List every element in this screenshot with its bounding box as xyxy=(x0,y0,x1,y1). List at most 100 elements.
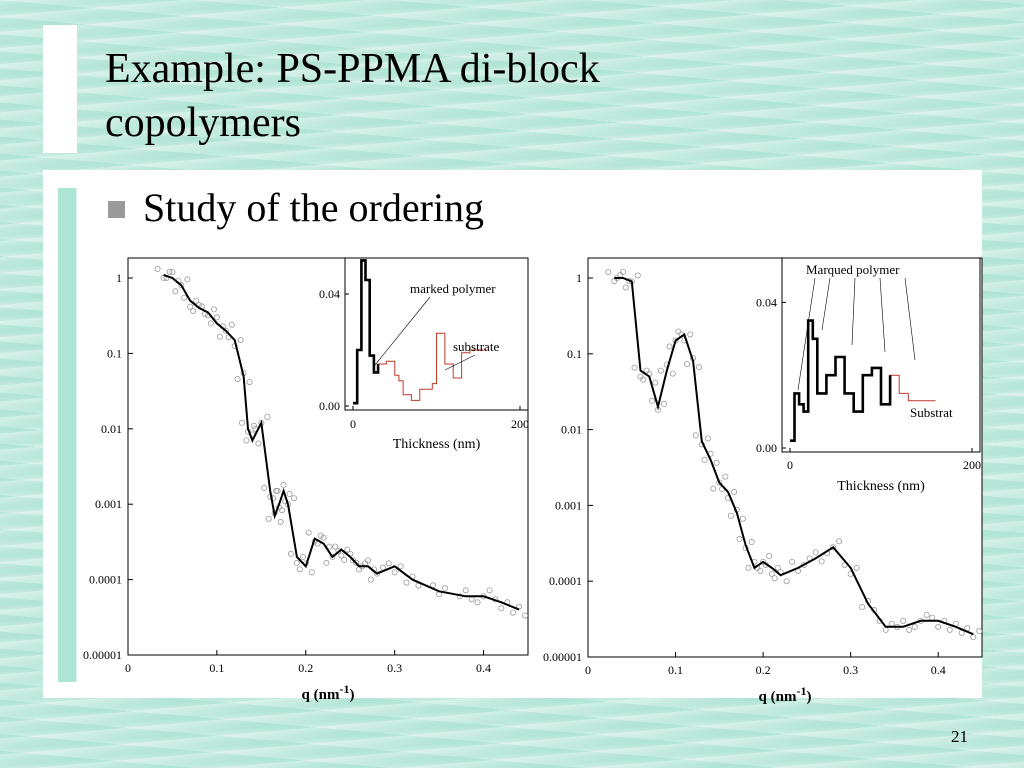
x-axis-label-sup: -1 xyxy=(339,682,349,696)
y-tick-label: 1 xyxy=(116,271,122,285)
plot-frame xyxy=(587,257,983,658)
data-point xyxy=(250,422,257,429)
inset-y-tick-label: 0.04 xyxy=(756,295,777,309)
data-point xyxy=(812,549,819,556)
data-point xyxy=(657,367,664,374)
data-point xyxy=(768,570,775,577)
data-point xyxy=(649,397,656,404)
data-point xyxy=(255,440,262,447)
x-tick-label: 0 xyxy=(125,661,131,675)
annotation-leader xyxy=(879,277,886,353)
x-tick-label: 0.3 xyxy=(843,663,858,677)
title-accent-bar xyxy=(43,25,77,153)
data-point xyxy=(739,515,746,522)
inset-x-tick-label: 0 xyxy=(350,417,356,431)
data-point xyxy=(640,376,647,383)
y-tick-label: 0.01 xyxy=(101,422,122,436)
data-point xyxy=(684,361,691,368)
data-point xyxy=(193,297,200,304)
inset-frame xyxy=(781,257,981,453)
data-point xyxy=(853,564,860,571)
data-point xyxy=(687,331,694,338)
data-point xyxy=(341,556,348,563)
data-point xyxy=(722,473,729,480)
x-axis-label-sup: -1 xyxy=(796,684,806,698)
annotation-leader xyxy=(797,277,816,391)
data-point xyxy=(296,566,303,573)
annotation-leader xyxy=(821,277,831,331)
data-point xyxy=(789,558,796,565)
data-point xyxy=(757,567,764,574)
data-point xyxy=(468,596,475,603)
x-tick-label: 0.3 xyxy=(387,661,402,675)
data-point xyxy=(397,563,404,570)
data-point xyxy=(498,605,505,612)
data-point xyxy=(154,265,161,272)
y-tick-label: 0.00001 xyxy=(83,648,122,662)
data-point xyxy=(727,512,734,519)
inset-annotation: Marqued polymer xyxy=(806,262,900,277)
data-point xyxy=(748,539,755,546)
data-point xyxy=(510,609,517,616)
data-point xyxy=(344,546,351,553)
x-tick-label: 0.1 xyxy=(668,663,683,677)
x-tick-label: 0 xyxy=(585,663,591,677)
data-point xyxy=(323,559,330,566)
data-point xyxy=(367,576,374,583)
data-point xyxy=(731,489,738,496)
inset-x-tick-label: 200 xyxy=(511,417,529,431)
data-point xyxy=(701,456,708,463)
data-point xyxy=(830,544,837,551)
data-point xyxy=(243,437,250,444)
data-point xyxy=(277,518,284,525)
inset-x-axis-label: Thickness (nm) xyxy=(837,479,925,494)
fit-line xyxy=(614,277,974,636)
data-point xyxy=(278,507,285,514)
data-point xyxy=(207,320,214,327)
chart-2: 0 0.1 0.2 0.3 0.4 1 0.1 0.01 0.001 0.0001 0.00001 q… xyxy=(543,257,983,705)
inset-frame xyxy=(344,257,529,411)
data-point xyxy=(299,553,306,560)
x-tick-label: 0.4 xyxy=(931,663,946,677)
data-point xyxy=(666,343,673,350)
data-point xyxy=(228,321,235,328)
data-point xyxy=(976,628,983,635)
y-tick-label: 1 xyxy=(576,271,582,285)
inset-polymer-profile xyxy=(353,259,380,405)
inset-x-tick-label: 200 xyxy=(963,458,981,472)
data-point xyxy=(652,379,659,386)
data-point xyxy=(308,569,315,576)
data-point xyxy=(222,327,229,334)
x-tick-label: 0.2 xyxy=(756,663,771,677)
data-point xyxy=(634,272,641,279)
data-point xyxy=(178,282,185,289)
data-point xyxy=(745,564,752,571)
data-point xyxy=(736,536,743,543)
data-point xyxy=(442,585,449,592)
data-point xyxy=(970,634,977,641)
annotation-leader xyxy=(851,277,856,346)
annotation-leader xyxy=(444,354,476,371)
data-point xyxy=(391,569,398,576)
data-point xyxy=(801,561,808,568)
data-point xyxy=(713,459,720,466)
data-point xyxy=(234,376,241,383)
inset-y-tick-label: 0.00 xyxy=(756,441,777,455)
data-point xyxy=(264,413,271,420)
data-point xyxy=(210,306,217,313)
data-point xyxy=(246,379,253,386)
data-point xyxy=(238,419,245,426)
inset-annotation: substrate xyxy=(453,339,499,354)
data-point xyxy=(859,604,866,611)
inset-y-tick-label: 0.04 xyxy=(319,287,340,301)
data-point xyxy=(882,626,889,633)
inset-x-axis-label: Thickness (nm) xyxy=(393,437,481,452)
data-point xyxy=(350,557,357,564)
data-point xyxy=(911,623,918,630)
data-point xyxy=(474,599,481,606)
data-point xyxy=(280,481,287,488)
data-point xyxy=(329,553,336,560)
data-point xyxy=(166,268,173,275)
data-point xyxy=(818,558,825,565)
